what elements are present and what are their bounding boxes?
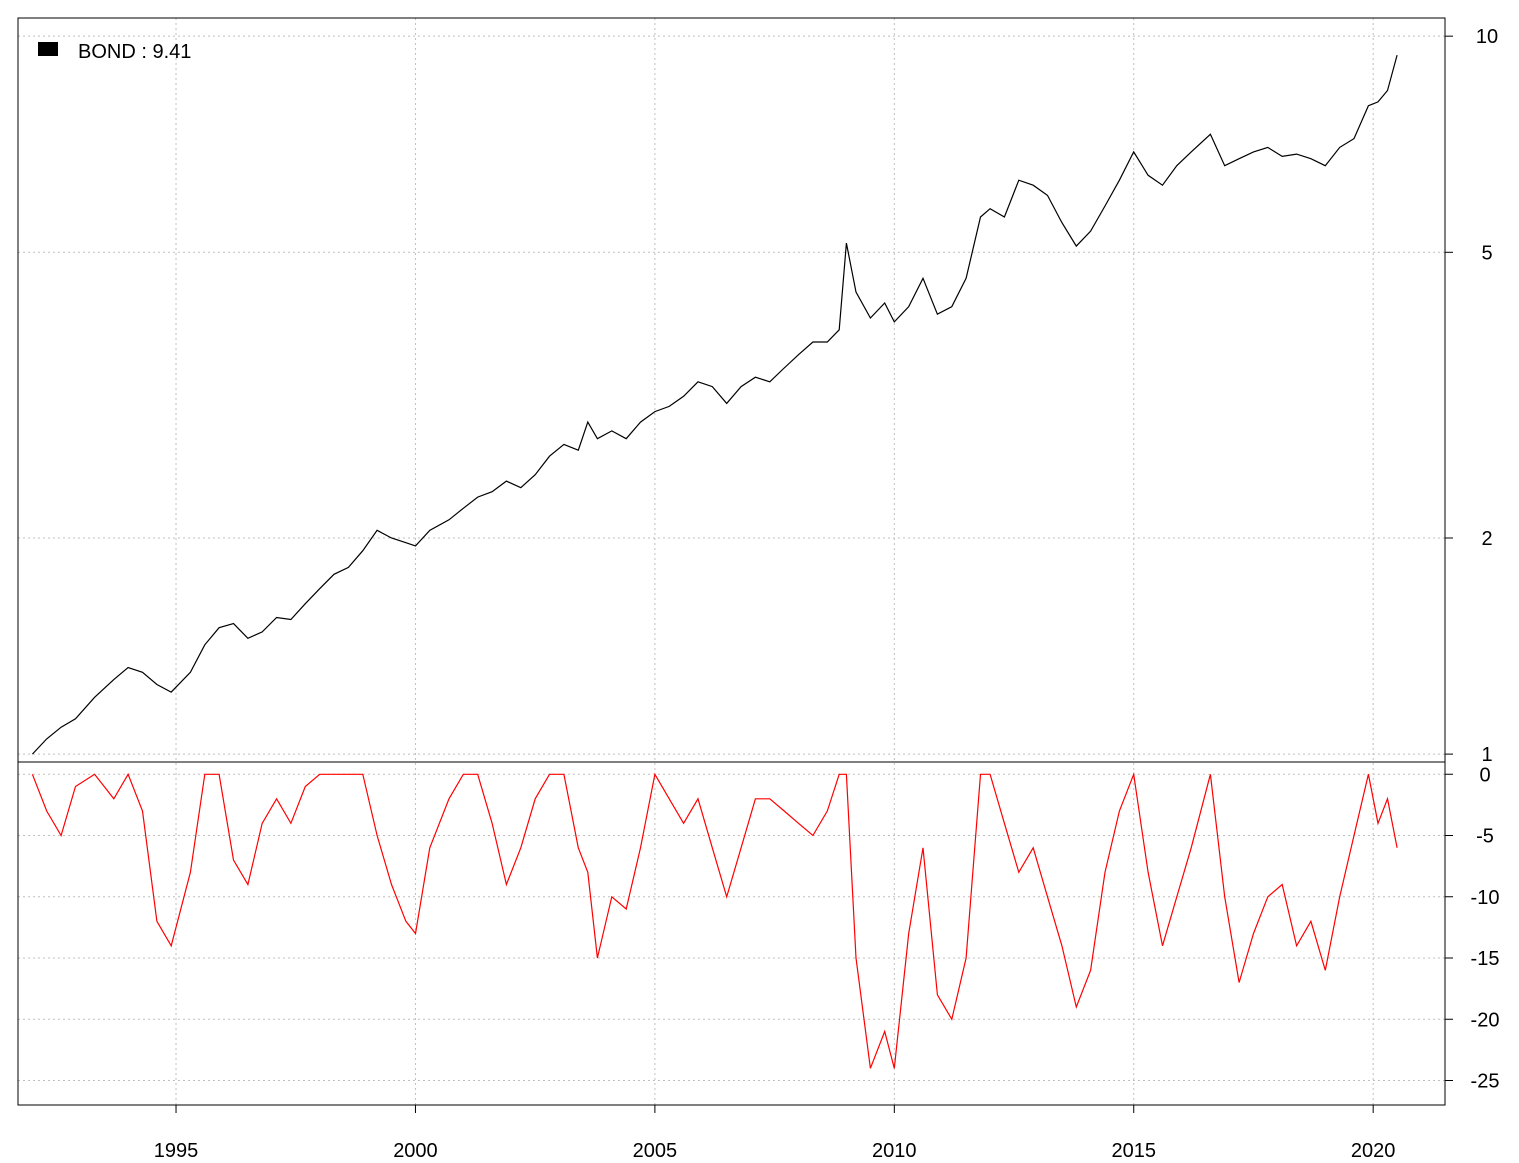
- drawdown-series-layer: [31, 771, 1398, 1069]
- drawdown-y-tick-label: -10: [1471, 887, 1500, 909]
- x-tick-label: 2005: [633, 1140, 678, 1162]
- drawdown-y-tick-label: 0: [1479, 764, 1490, 786]
- x-tick-label: 1995: [154, 1140, 199, 1162]
- drawdown-y-tick-label: -20: [1471, 1009, 1500, 1031]
- price-series-layer: [31, 54, 1398, 755]
- legend-swatch: [38, 42, 58, 56]
- price-y-tick-label: 1: [1481, 744, 1492, 766]
- legend: BOND : 9.41: [38, 41, 191, 63]
- grid-layer: [18, 18, 1445, 1105]
- price-y-tick-label: 5: [1481, 242, 1492, 264]
- drawdown-series-line: [31, 771, 1398, 1069]
- x-tick-label: 2015: [1111, 1140, 1156, 1162]
- axes-layer: 1995 2000 2005 2010 2015 2020 1 2 5 10 0 -5 -10 -15 -2…: [154, 26, 1500, 1162]
- price-series-line: [31, 54, 1398, 755]
- x-tick-label: 2000: [393, 1140, 438, 1162]
- x-tick-label: 2020: [1351, 1140, 1396, 1162]
- legend-label: BOND : 9.41: [78, 41, 191, 63]
- price-y-tick-label: 10: [1476, 26, 1498, 48]
- drawdown-y-tick-label: -15: [1471, 948, 1500, 970]
- x-tick-label: 2010: [872, 1140, 917, 1162]
- drawdown-y-tick-label: -25: [1471, 1071, 1500, 1093]
- price-y-tick-label: 2: [1481, 528, 1492, 550]
- plot-frame: [17, 17, 1446, 1106]
- drawdown-y-tick-label: -5: [1476, 826, 1494, 848]
